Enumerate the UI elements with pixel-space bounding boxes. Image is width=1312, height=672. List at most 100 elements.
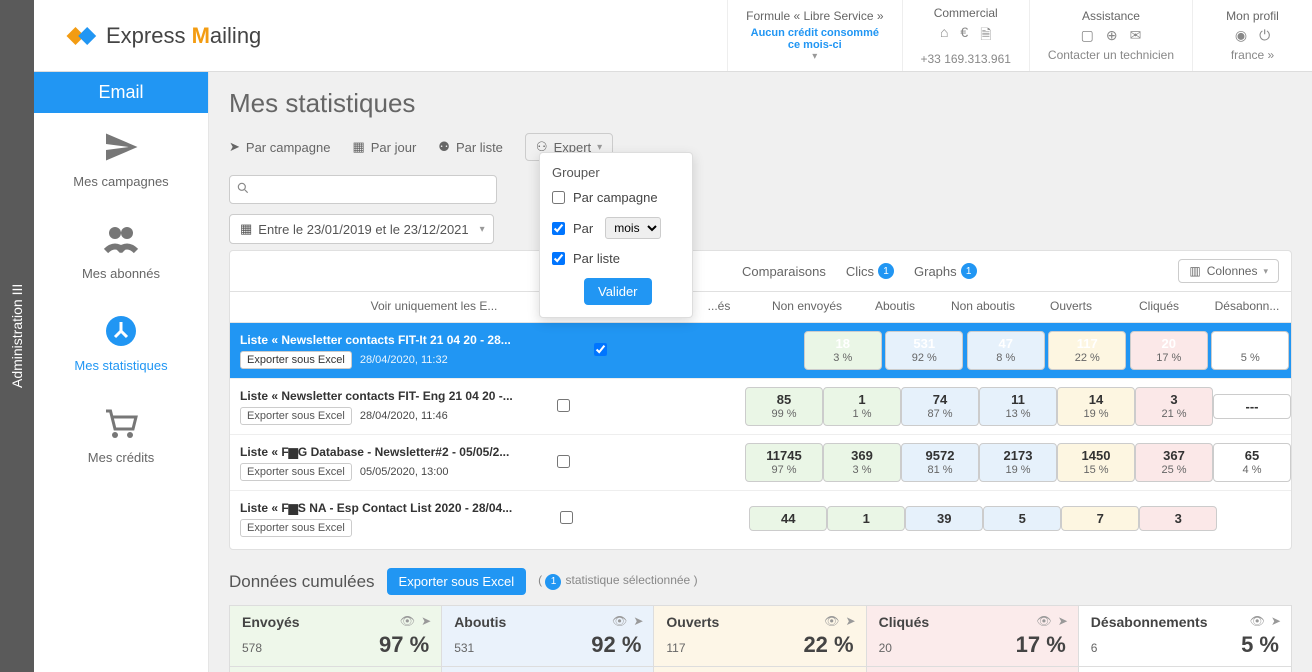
kpi-grid: 👁➤ Envoyés 57897 % 👁➤ Non envoyés 183 % … [229,605,1292,672]
table-row[interactable]: Liste « Newsletter contacts FIT- Eng 21 … [230,379,1291,435]
columns-button[interactable]: ▥Colonnes▾ [1178,259,1279,283]
sidebar-label: Mes abonnés [38,266,204,281]
table-cell: 11722 % [1047,331,1129,370]
eye-icon[interactable]: 👁 [612,614,627,628]
table-cell: 8599 % [745,387,823,426]
send-icon[interactable]: ➤ [1058,614,1068,628]
dropdown-opt-campagne[interactable]: Par campagne [552,190,680,205]
dropdown-opt-liste[interactable]: Par liste [552,251,680,266]
dropdown-opt-par[interactable]: Par mois [552,217,680,239]
table-cell: 3693 % [823,443,901,482]
table-left-head: Voir uniquement les E... [230,299,505,313]
eye-icon[interactable]: 👁 [1250,614,1265,628]
sidebar-tab-email[interactable]: Email [34,72,208,113]
kpi-pct: 22 % [803,632,853,658]
sidebar-item-statistiques[interactable]: Mes statistiques [34,297,208,389]
table-cell: 183 % [802,331,884,370]
top-formule[interactable]: Formule « Libre Service » Aucun crédit c… [727,0,901,71]
eye-icon[interactable]: 👁 [824,614,839,628]
send-icon[interactable]: ➤ [846,614,856,628]
sidebar-item-credits[interactable]: Mes crédits [34,389,208,481]
row-checkbox[interactable] [557,399,570,412]
row-checkbox[interactable] [560,511,573,524]
table-cell: 217319 % [979,443,1057,482]
table-cell: 145015 % [1057,443,1135,482]
date-range-button[interactable]: ▦ Entre le 23/01/2019 et le 23/12/2021 [229,214,494,244]
export-row-button[interactable]: Exporter sous Excel [240,351,352,369]
kpi-card: 👁➤ Aboutis 53192 % 👁➤ Non aboutis 478 % [442,606,654,672]
table-cell: 2017 % [1128,331,1210,370]
date-range-label: Entre le 23/01/2019 et le 23/12/2021 [258,222,468,237]
sidebar-item-campagnes[interactable]: Mes campagnes [34,113,208,205]
checkbox-liste[interactable] [552,252,565,265]
table-header-row: Voir uniquement les E... ...ésNon envoyé… [230,289,1291,323]
logo[interactable]: Express Mailing [34,18,261,54]
export-row-button[interactable]: Exporter sous Excel [240,407,352,425]
home-icon[interactable]: ⌂ [940,24,948,48]
sidebar-label: Mes statistiques [38,358,204,373]
assistance-sub[interactable]: Contacter un technicien [1048,48,1174,62]
toolbar-par-campagne[interactable]: ➤Par campagne [229,139,330,155]
admin-vertical-tab[interactable]: Administration III [0,0,34,672]
search-input[interactable] [229,175,497,204]
send-icon[interactable]: ➤ [1271,614,1281,628]
table-cell: 957281 % [901,443,979,482]
table-cell: 11 % [823,387,901,426]
row-checkbox[interactable] [557,455,570,468]
table-cell: 1174597 % [745,443,823,482]
top-commercial: Commercial ⌂€🗎 +33 169.313.961 [902,0,1029,71]
calendar-icon: ▦ [352,139,364,155]
eye-icon[interactable]: 👁 [1037,614,1052,628]
checkbox-campagne[interactable] [552,191,565,204]
tab-comparaisons[interactable]: Comparaisons [742,259,826,283]
row-title: Liste « Newsletter contacts FIT-It 21 04… [240,333,573,347]
valider-button[interactable]: Valider [584,278,652,305]
power-icon[interactable]: ⏻ [1259,27,1270,44]
tab-graphs[interactable]: Graphs1 [914,259,977,283]
doc-icon[interactable]: 🗎 [980,24,991,48]
table-cell: 1419 % [1057,387,1135,426]
kpi-pct: 5 % [1241,632,1279,658]
globe-icon[interactable]: ⊕ [1106,27,1118,44]
kpi-pct: 97 % [379,632,429,658]
table-cell: 65 % [1210,331,1292,370]
sidebar-item-abonnes[interactable]: Mes abonnés [34,205,208,297]
select-period[interactable]: mois [605,217,661,239]
user-icon[interactable]: ◉ [1235,27,1247,44]
send-icon[interactable]: ➤ [633,614,643,628]
formule-head: Formule « Libre Service » [746,9,883,23]
table-cell: 654 % [1213,443,1291,482]
mail-icon[interactable]: ✉ [1130,27,1142,44]
toolbar-par-liste[interactable]: ⚉Par liste [438,139,503,155]
export-row-button[interactable]: Exporter sous Excel [240,463,352,481]
sidebar: Email Mes campagnes Mes abonnés Mes stat… [34,72,209,672]
table-cell: 53192 % [884,331,966,370]
euro-icon[interactable]: € [960,24,968,48]
table-row[interactable]: Liste « F▆S NA - Esp Contact List 2020 -… [230,491,1291,543]
table-cell: 7487 % [901,387,979,426]
main-content: Mes statistiques ➤Par campagne ▦Par jour… [209,72,1312,672]
table-row[interactable]: Liste « F▆G Database - Newsletter#2 - 05… [230,435,1291,491]
toolbar-par-jour[interactable]: ▦Par jour [352,139,416,155]
search-icon [236,181,250,195]
table-body: Liste « Newsletter contacts FIT-It 21 04… [230,323,1291,543]
row-title: Liste « F▆S NA - Esp Contact List 2020 -… [240,501,542,515]
table-cell: 1 [827,506,905,532]
eye-icon[interactable]: 👁 [400,614,415,628]
tab-clics[interactable]: Clics1 [846,259,894,283]
profile-head: Mon profil [1226,9,1279,23]
row-date: 28/04/2020, 11:46 [360,410,448,422]
video-icon[interactable]: ▢ [1081,27,1094,44]
row-checkbox[interactable] [594,343,607,356]
sidebar-label: Mes crédits [38,450,204,465]
export-row-button[interactable]: Exporter sous Excel [240,519,352,537]
view-toolbar: ➤Par campagne ▦Par jour ⚉Par liste ⚇Expe… [229,133,1292,161]
table-cell: 3 [1139,506,1217,532]
stats-table: Comparaisons Clics1 Graphs1 ▥Colonnes▾ V… [229,250,1292,550]
table-col-header: Cliqués [1115,299,1203,313]
kpi-card: 👁➤ Ouverts 11722 % 👁➤ Non ouverts 41478 … [654,606,866,672]
export-cumul-button[interactable]: Exporter sous Excel [387,568,527,595]
checkbox-par[interactable] [552,222,565,235]
send-icon[interactable]: ➤ [421,614,431,628]
table-row[interactable]: Liste « Newsletter contacts FIT-It 21 04… [230,323,1291,379]
